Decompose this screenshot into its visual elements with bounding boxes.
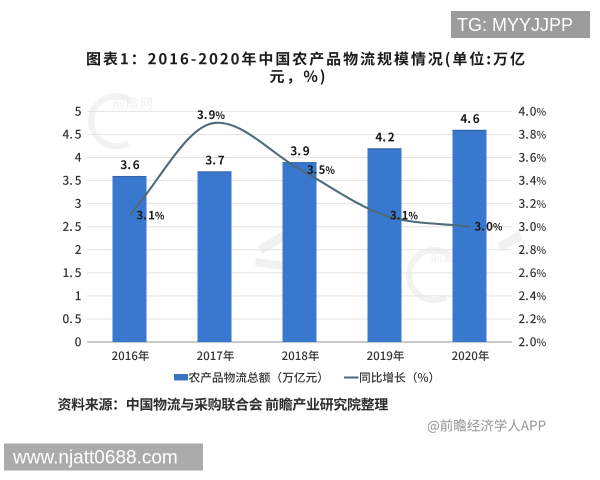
svg-text:www.njatt0688.com: www.njatt0688.com xyxy=(12,448,178,469)
svg-text:TG: MYYJJPP: TG: MYYJJPP xyxy=(457,15,573,35)
